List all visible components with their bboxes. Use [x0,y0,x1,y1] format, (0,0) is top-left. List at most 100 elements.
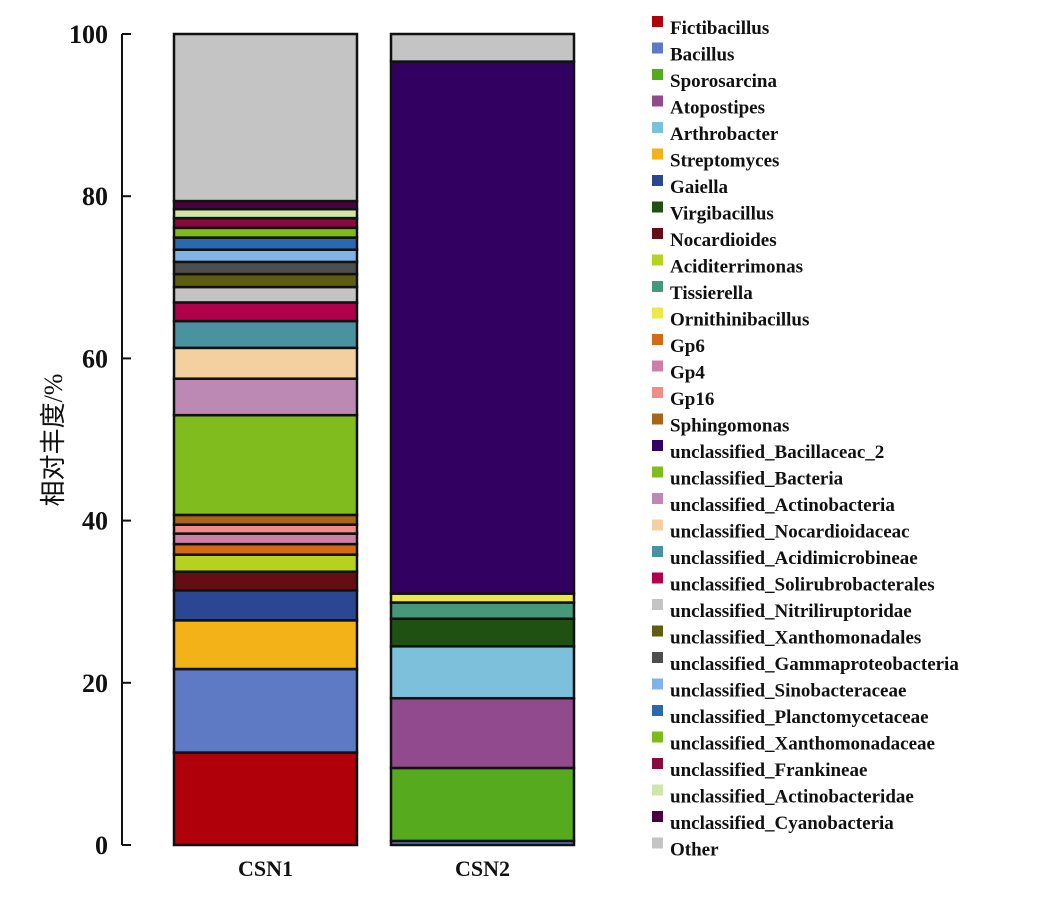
bar-segment-bacillus [172,667,359,754]
legend-item: unclassified_Xanthomonadaceae [652,731,935,755]
legend-swatch [652,254,663,266]
legend-item: unclassified_Actinobacteridae [652,784,914,808]
legend-item: Bacillus [652,42,734,66]
legend-item: Sphingomonas [652,413,789,437]
bar-segment-aciditerrimonas [172,553,359,573]
legend-item: Virgibacillus [652,201,774,225]
legend-label: Gaiella [670,177,729,198]
y-axis-label: 相对丰度/% [39,374,68,507]
legend-label: Tissierella [670,283,753,304]
legend-swatch [652,837,663,849]
bar-segment-sphingomonas [172,513,359,526]
legend-item: unclassified_Actinobacteria [652,493,895,516]
legend-item: unclassified_Planctomycetaceae [652,705,929,728]
legend-swatch [652,652,663,663]
legend-label: unclassified_Gammaproteobacteria [670,654,959,675]
legend-swatch [652,758,663,769]
legend-label: Sphingomonas [670,416,789,437]
bar-segment-unclassified-frankineae [172,216,359,230]
legend-item: Ornithinibacillus [652,307,809,331]
legend-label: unclassified_Acidimicrobineae [670,548,918,569]
legend-item: unclassified_Frankineae [652,758,867,781]
legend-label: Bacillus [670,45,734,66]
bar-segment-gp6 [172,542,359,556]
legend-label: unclassified_Sinobacteraceae [670,681,906,702]
bar-segment-ornithinibacillus [389,592,576,604]
y-tick-label: 20 [82,669,108,698]
bar-segment-gp16 [172,523,359,535]
legend-swatch [652,546,663,557]
legend-swatch [652,201,663,213]
legend-label: Ornithinibacillus [670,310,809,331]
bar-segment-gp4 [172,532,359,546]
bar-segment-unclassified-nocardioidaceac [172,346,359,380]
legend-label: unclassified_Frankineae [670,760,867,781]
bar-segment-unclassified-actinobacteria [172,377,359,417]
legend-item: Aciditerrimonas [652,254,803,278]
legend-swatch [652,731,663,743]
legend-swatch [652,360,663,372]
bar-segment-arthrobacter [389,645,576,700]
bar-segment-unclassified-bacteria [172,413,359,517]
legend-label: unclassified_Cyanobacteria [670,813,894,834]
bar-segment-unclassified-xanthomonadaceae [172,226,359,239]
y-tick-label: 80 [82,182,108,211]
legend-swatch [652,625,663,637]
legend-label: Gp4 [670,363,705,384]
legend-swatch [652,440,663,451]
legend-label: Virgibacillus [670,204,774,225]
legend-swatch [652,69,663,80]
legend-label: Nocardioides [670,230,777,251]
legend-label: unclassified_Xanthomonadales [670,628,921,649]
legend-label: unclassified_Solirubrobacterales [670,575,935,596]
legend-label: Gp16 [670,389,714,410]
legend-swatch [652,599,663,610]
legend-item: unclassified_Bacteria [652,466,844,490]
legend-item: unclassified_Nocardioidaceac [652,519,910,543]
legend-label: Atopostipes [670,98,765,119]
legend-swatch [652,281,663,292]
bar-segment-unclassified-bacillaceac-2 [389,60,576,595]
bar-segment-sporosarcina [389,766,576,843]
legend-label: Other [670,840,719,861]
legend-label: Aciditerrimonas [670,257,803,278]
legend-swatch [652,811,663,822]
legend-item: unclassified_Gammaproteobacteria [652,652,959,675]
legend-item: Gp6 [652,334,705,357]
x-tick-label: CSN2 [455,856,510,881]
legend-label: unclassified_Bacillaceac_2 [670,442,884,463]
legend-swatch [652,95,663,107]
bar-segment-atopostipes [389,696,576,770]
legend-item: Fictibacillus [652,16,769,39]
legend-item: Arthrobacter [652,122,779,145]
legend-item: Streptomyces [652,148,779,172]
bar-segment-unclassified-actinobacteridae [172,207,359,220]
legend-item: unclassified_Bacillaceac_2 [652,440,884,463]
legend-label: Fictibacillus [670,18,769,39]
y-tick-label: 60 [82,344,108,373]
legend-label: unclassified_Nitriliruptoridae [670,601,912,622]
legend-item: Other [652,837,719,861]
bar-segment-unclassified-solirubrobacterales [172,301,359,323]
legend-label: unclassified_Nocardioidaceac [670,522,910,543]
legend-item: unclassified_Acidimicrobineae [652,546,918,569]
legend-item: unclassified_Nitriliruptoridae [652,599,912,622]
legend-swatch [652,307,663,319]
legend-item: unclassified_Sinobacteraceae [652,678,906,702]
bar-segment-unclassified-nitriliruptoridae [172,285,359,304]
legend-label: unclassified_Planctomycetaceae [670,707,929,728]
legend-swatch [652,466,663,478]
legend-swatch [652,148,663,160]
legend-swatch [652,387,663,398]
y-tick-label: 100 [69,20,108,49]
bar-segment-unclassified-acidimicrobineae [172,319,359,350]
y-tick-label: 40 [82,507,108,536]
bar-segment-other [389,32,576,63]
legend-swatch [652,175,663,186]
legend-item: Sporosarcina [652,69,777,92]
legend-swatch [652,519,663,531]
bar-segment-unclassified-xanthomonadales [172,272,359,289]
x-tick-labels: CSN1 CSN2 [238,856,510,881]
legend-item: unclassified_Xanthomonadales [652,625,921,649]
